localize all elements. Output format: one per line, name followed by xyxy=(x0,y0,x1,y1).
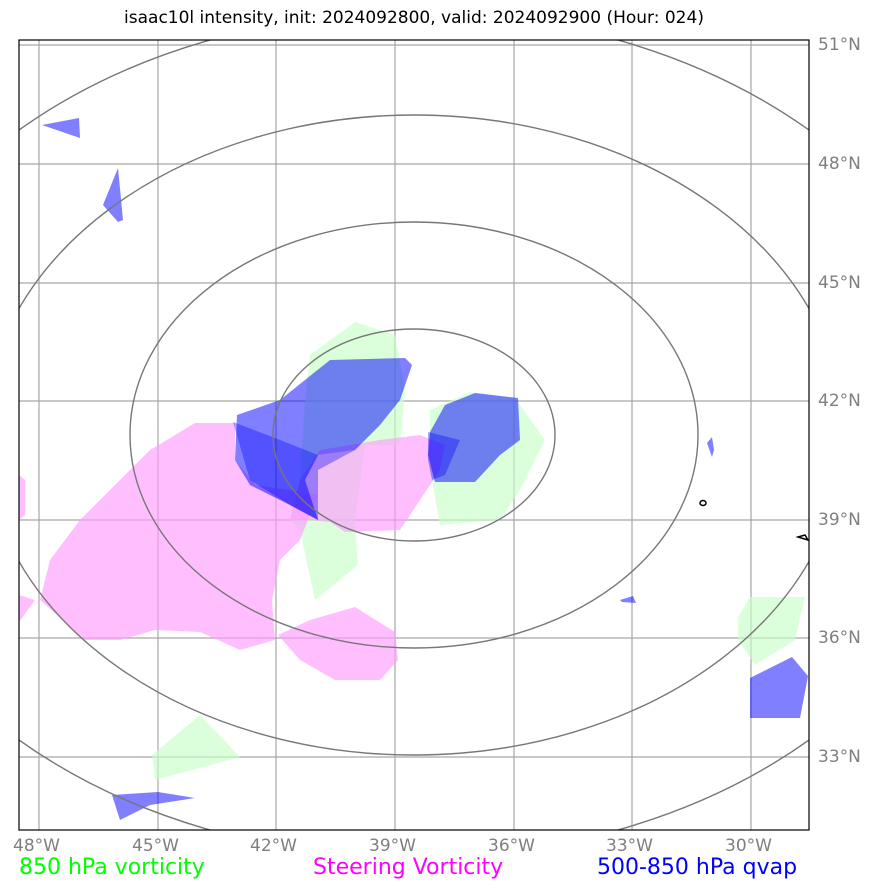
lon-label-42w: 42°W xyxy=(250,836,297,856)
magenta-blob-west-edge-1 xyxy=(19,475,25,520)
lon-label-36w: 36°W xyxy=(488,836,535,856)
qvap-blob-large-north xyxy=(235,358,412,520)
lat-label-45n: 45°N xyxy=(818,273,861,293)
legend-qvap: 500-850 hPa qvap xyxy=(597,855,798,880)
graticule xyxy=(19,40,809,830)
lon-label-39w: 39°W xyxy=(369,836,416,856)
qvap-overlap-east xyxy=(428,432,460,480)
lat-label-51n: 51°N xyxy=(818,35,861,55)
lon-label-45w: 45°W xyxy=(132,836,179,856)
lat-label-33n: 33°N xyxy=(818,747,861,767)
lat-label-36n: 36°N xyxy=(818,628,861,648)
island-outline xyxy=(699,499,707,507)
magenta-blob-south xyxy=(278,607,398,680)
map-title: isaac10l intensity, init: 2024092800, va… xyxy=(124,8,704,28)
range-ring-3 xyxy=(19,114,809,756)
qvap-blob-tiny-east xyxy=(707,437,714,457)
range-ring-2 xyxy=(129,221,699,649)
legend-steering-vorticity: Steering Vorticity xyxy=(313,855,504,880)
qvap-blob-tiny-mid xyxy=(620,596,636,603)
lat-label-42n: 42°N xyxy=(818,391,861,411)
legend-850-vorticity: 850 hPa vorticity xyxy=(19,855,205,880)
steering-vorticity-contours xyxy=(19,423,445,680)
magenta-blob-west-edge-2 xyxy=(19,595,35,622)
lat-label-48n: 48°N xyxy=(818,154,861,174)
qvap-blob-southwest xyxy=(112,792,195,820)
green-blob-southeast xyxy=(738,597,805,665)
lat-label-39n: 39°N xyxy=(818,510,861,530)
coast-fragment-east xyxy=(795,534,809,542)
range-ring-1 xyxy=(272,328,556,542)
qvap-blob-nw-2 xyxy=(103,168,123,222)
qvap-blob-nw xyxy=(42,118,80,138)
coastline xyxy=(699,499,809,542)
green-blob-southwest xyxy=(152,715,240,780)
lon-label-48w: 48°W xyxy=(13,836,60,856)
qvap-blob-east xyxy=(428,393,520,482)
qvap-overlap-west xyxy=(233,422,355,520)
map-frame xyxy=(18,39,810,831)
lon-label-33w: 33°W xyxy=(606,836,653,856)
qvap-blob-southeast xyxy=(750,657,808,718)
qvap-contours xyxy=(42,118,808,820)
magenta-blob-middle xyxy=(290,435,445,532)
range-rings xyxy=(19,40,809,830)
lon-label-30w: 30°W xyxy=(725,836,772,856)
